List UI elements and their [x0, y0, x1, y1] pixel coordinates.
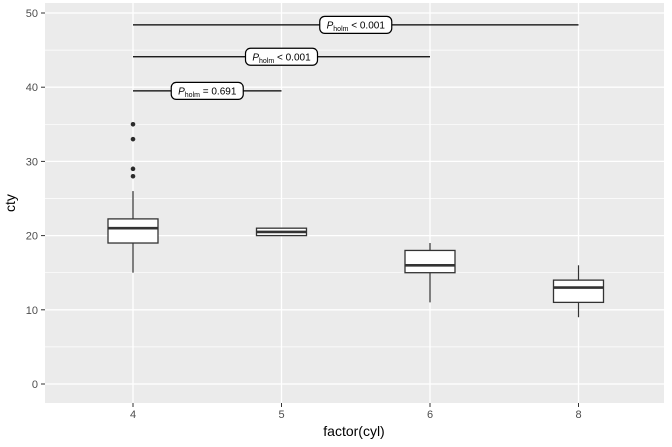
significance-label-box — [244, 47, 319, 66]
significance-label-text: Pholm < 0.001 — [252, 52, 311, 65]
y-tick-label: 30 — [26, 156, 38, 168]
x-tick-label: 8 — [575, 409, 581, 421]
y-tick-label: 0 — [32, 379, 38, 391]
outlier-point — [130, 166, 136, 172]
boxplot-box — [107, 218, 159, 244]
panel-background — [45, 3, 664, 403]
x-tick-label: 4 — [130, 409, 136, 421]
y-tick-label: 10 — [26, 305, 38, 317]
significance-label-text: Pholm < 0.001 — [327, 20, 386, 33]
x-tick-label: 5 — [278, 409, 284, 421]
y-tick-label: 20 — [26, 231, 38, 243]
outlier-point — [130, 136, 136, 142]
x-axis-title: factor(cyl) — [323, 423, 384, 439]
outlier-point — [130, 173, 136, 179]
significance-label-box — [319, 15, 393, 34]
significance-label-box — [170, 81, 244, 101]
boxplot-box — [404, 249, 456, 274]
chart-layer: 0 10 20 30 40 50 4 5 6 8 Pholm < 0.001 Pholm < 0.00… — [26, 3, 664, 421]
boxplot-box — [552, 279, 605, 304]
y-tick-label: 40 — [26, 82, 38, 94]
y-axis-title: cty — [2, 194, 18, 212]
significance-label-text: Pholm = 0.691 — [178, 86, 237, 99]
outlier-point — [130, 122, 136, 127]
y-tick-label: 50 — [26, 8, 38, 20]
x-tick-label: 6 — [427, 409, 433, 421]
